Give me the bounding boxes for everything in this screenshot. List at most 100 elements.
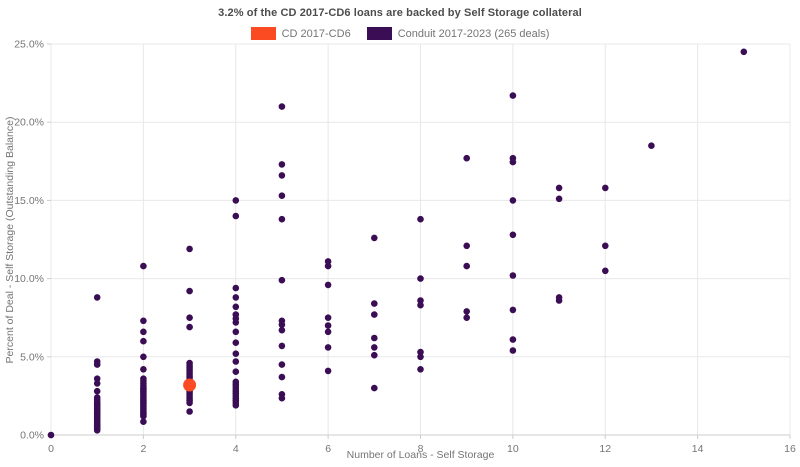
data-point[interactable] (140, 418, 147, 426)
data-point[interactable] (509, 92, 517, 99)
x-tick-label: 2 (140, 443, 146, 455)
data-point[interactable] (278, 361, 286, 368)
legend-swatch-icon (366, 27, 392, 40)
data-point[interactable] (555, 195, 563, 203)
data-point[interactable] (140, 366, 147, 373)
data-point[interactable] (278, 103, 286, 110)
data-point[interactable] (278, 276, 286, 284)
y-tick-label: 25.0% (14, 39, 44, 51)
data-point[interactable] (509, 347, 517, 354)
data-point[interactable] (232, 402, 240, 409)
data-point[interactable] (186, 314, 193, 322)
data-point[interactable] (140, 412, 147, 420)
data-point[interactable] (371, 384, 378, 392)
data-point[interactable] (278, 394, 286, 402)
x-tick-label: 16 (784, 443, 796, 455)
data-point[interactable] (371, 344, 378, 351)
data-point[interactable] (232, 303, 240, 311)
data-point[interactable] (186, 245, 193, 253)
data-point[interactable] (417, 366, 424, 373)
data-point[interactable] (93, 380, 101, 387)
data-point[interactable] (278, 373, 286, 381)
y-tick-label: 15.0% (14, 195, 44, 207)
data-point[interactable] (232, 284, 240, 292)
data-point[interactable] (140, 337, 147, 345)
data-point[interactable] (509, 197, 517, 204)
data-point[interactable] (602, 267, 609, 275)
data-point[interactable] (509, 306, 517, 314)
legend: CD 2017-CD6 Conduit 2017-2023 (265 deals… (0, 27, 800, 40)
data-point[interactable] (278, 342, 286, 350)
data-point[interactable] (93, 361, 101, 368)
data-point[interactable] (371, 351, 378, 359)
data-point[interactable] (417, 301, 424, 309)
data-point[interactable] (463, 262, 471, 270)
data-point[interactable] (324, 314, 332, 322)
data-point[interactable] (93, 375, 101, 383)
data-point[interactable] (371, 311, 378, 318)
data-point[interactable] (278, 215, 286, 223)
data-point[interactable] (417, 275, 424, 282)
data-point[interactable] (278, 326, 286, 334)
data-point[interactable] (47, 431, 55, 439)
data-point[interactable] (232, 328, 240, 336)
data-point[interactable] (232, 197, 240, 204)
data-point[interactable] (232, 294, 240, 301)
data-point[interactable] (278, 172, 286, 179)
data-point[interactable] (186, 287, 193, 295)
data-point[interactable] (232, 319, 240, 326)
data-point[interactable] (417, 353, 424, 361)
data-point[interactable] (555, 184, 563, 192)
data-point[interactable] (417, 297, 424, 304)
data-point[interactable] (93, 294, 101, 301)
data-point[interactable] (602, 184, 609, 192)
data-point[interactable] (93, 427, 101, 434)
data-point[interactable] (183, 378, 197, 392)
data-point[interactable] (324, 322, 332, 329)
data-point[interactable] (140, 262, 147, 270)
data-point[interactable] (417, 215, 424, 223)
legend-item-conduit-2017-2023[interactable]: Conduit 2017-2023 (265 deals) (366, 27, 549, 40)
data-point[interactable] (740, 48, 748, 56)
data-point[interactable] (602, 242, 609, 250)
data-point[interactable] (371, 334, 378, 342)
data-point[interactable] (509, 272, 517, 279)
data-point[interactable] (371, 234, 378, 242)
data-point[interactable] (371, 300, 378, 307)
data-point[interactable] (324, 344, 332, 351)
data-point[interactable] (463, 242, 471, 250)
data-point[interactable] (555, 297, 563, 304)
data-point[interactable] (232, 350, 240, 358)
x-tick-label: 14 (692, 443, 704, 455)
data-point[interactable] (509, 231, 517, 239)
data-point[interactable] (463, 154, 471, 162)
data-point[interactable] (186, 408, 193, 415)
data-point[interactable] (186, 323, 193, 331)
x-tick-label: 0 (48, 443, 54, 455)
data-point[interactable] (509, 158, 517, 166)
data-point[interactable] (93, 387, 101, 395)
data-point[interactable] (140, 317, 147, 325)
data-point[interactable] (324, 262, 332, 270)
data-point[interactable] (140, 328, 147, 336)
data-point[interactable] (278, 321, 286, 329)
data-point[interactable] (278, 192, 286, 199)
data-point[interactable] (232, 212, 240, 220)
data-point[interactable] (278, 161, 286, 168)
data-point[interactable] (463, 308, 471, 315)
data-point[interactable] (324, 281, 332, 289)
data-point[interactable] (648, 142, 655, 149)
legend-item-cd-2017-cd6[interactable]: CD 2017-CD6 (250, 27, 351, 40)
data-point[interactable] (140, 353, 147, 361)
data-point[interactable] (232, 368, 240, 376)
data-point[interactable] (232, 339, 240, 347)
data-point[interactable] (232, 358, 240, 365)
data-point[interactable] (463, 314, 471, 322)
data-point[interactable] (324, 367, 332, 375)
data-point[interactable] (324, 258, 332, 265)
data-point[interactable] (417, 348, 424, 356)
data-point[interactable] (509, 336, 517, 343)
data-point[interactable] (186, 399, 193, 407)
data-point[interactable] (324, 328, 332, 336)
